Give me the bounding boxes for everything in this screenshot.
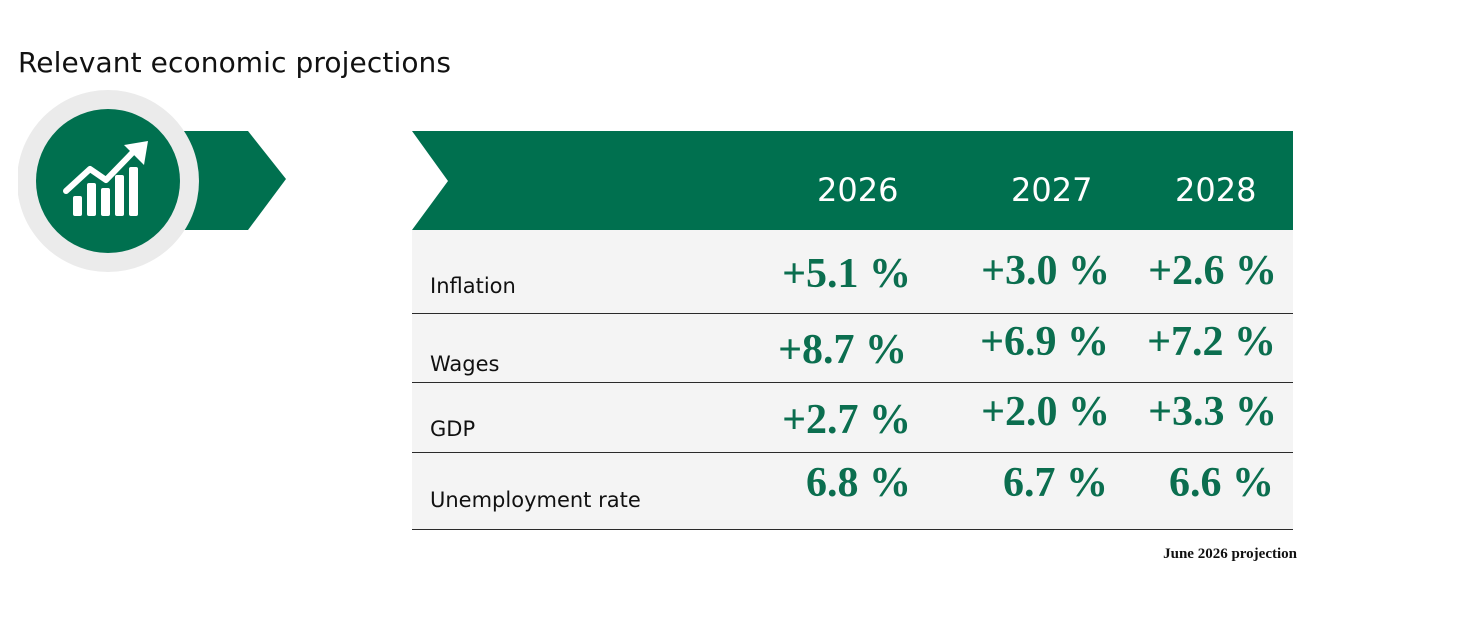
cell-gdp-2027: +2.0 % [981,389,1110,435]
page-title: Relevant economic projections [18,46,452,79]
table-header: 2026 2027 2028 [412,131,1293,230]
cell-wages-2027: +6.9 % [980,319,1109,365]
cell-wages-2028: +7.2 % [1147,319,1276,365]
cell-unemployment-rate-2028: 6.6 % [1169,460,1274,506]
table-row: Wages +8.7 % +6.9 % +7.2 % [412,314,1293,383]
row-label-unemployment-rate: Unemployment rate [430,488,641,512]
growth-chart-icon [63,141,148,216]
cell-gdp-2026: +2.7 % [782,397,911,443]
row-label-gdp: GDP [430,417,476,441]
table-row: Inflation +5.1 % +3.0 % +2.6 % [412,230,1293,314]
projection-footnote: June 2026 projection [1163,546,1297,562]
year-header-2027: 2027 [1011,171,1093,209]
cell-unemployment-rate-2027: 6.7 % [1003,460,1108,506]
year-header-2026: 2026 [817,171,899,209]
cell-wages-2026: +8.7 % [778,327,907,373]
year-header-2028: 2028 [1175,171,1257,209]
cell-unemployment-rate-2026: 6.8 % [806,460,911,506]
cell-inflation-2027: +3.0 % [981,248,1110,294]
cell-gdp-2028: +3.3 % [1148,389,1277,435]
section-badge [18,89,288,273]
table-row: Unemployment rate 6.8 % 6.7 % 6.6 % [412,453,1293,530]
row-label-inflation: Inflation [430,274,516,298]
row-label-wages: Wages [430,352,500,376]
cell-inflation-2028: +2.6 % [1148,248,1277,294]
table-row: GDP +2.7 % +2.0 % +3.3 % [412,383,1293,453]
cell-inflation-2026: +5.1 % [782,251,911,297]
